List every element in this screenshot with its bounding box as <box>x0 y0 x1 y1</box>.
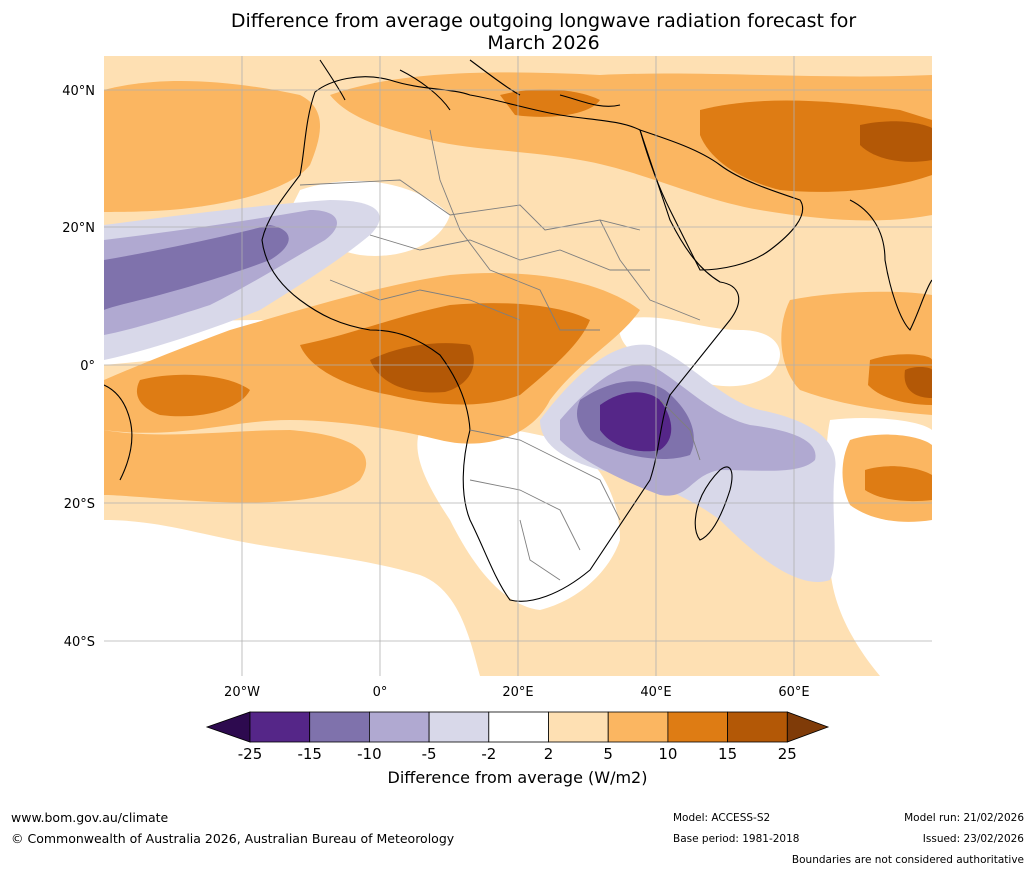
field-white-southern-africa <box>417 425 620 610</box>
lat-label-40s: 40°S <box>64 635 95 650</box>
country-boundaries <box>299 129 701 581</box>
longitude-labels: 20°W 0° 20°E 40°E 60°E <box>224 685 810 700</box>
colorbar: -25 -15 -10 -5 -2 2 5 10 15 25 <box>205 711 830 763</box>
field-5-10-south-atlantic <box>104 430 367 503</box>
colorbar-bin-neg2-2 <box>488 711 549 743</box>
footer-base-period: Base period: 1981-2018 <box>673 833 800 845</box>
colorbar-bin-2-5 <box>548 711 609 743</box>
colorbar-tick-25: 25 <box>778 745 797 763</box>
colorbar-tick-neg5: -5 <box>422 745 437 763</box>
field-15-25-arabian-sea <box>904 366 932 398</box>
colorbar-tick-neg25: -25 <box>238 745 263 763</box>
lon-label-60e: 60°E <box>778 685 809 700</box>
field-10-15-atlantic <box>136 374 250 417</box>
coastline-arabia <box>639 129 804 271</box>
title-line-2: March 2026 <box>487 32 600 54</box>
footer-model: Model: ACCESS-S2 <box>673 812 771 824</box>
field-neg15-neg25-tanzania <box>600 392 672 452</box>
anomaly-field <box>104 56 932 676</box>
coastline-south-america <box>104 384 133 481</box>
field-15-25-congo <box>370 343 474 393</box>
field-10-15-south-indian <box>865 466 932 502</box>
lon-label-0: 0° <box>373 685 388 700</box>
field-15-25-afghanistan <box>860 121 932 162</box>
field-white-atlantic-south <box>104 520 480 676</box>
footer-issued: Issued: 23/02/2026 <box>922 833 1024 845</box>
colorbar-tick-neg2: -2 <box>481 745 496 763</box>
lat-label-20n: 20°N <box>62 221 95 236</box>
colorbar-tick-2: 2 <box>544 745 554 763</box>
lat-label-20s: 20°S <box>64 497 95 512</box>
colorbar-bin-neg10-neg5 <box>368 711 430 743</box>
coastline-india <box>849 199 932 331</box>
colorbar-bin-10-15 <box>667 711 729 743</box>
footer-model-run: Model run: 21/02/2026 <box>904 812 1024 824</box>
colorbar-extend-high <box>786 711 830 743</box>
colorbar-bin-neg5-neg2 <box>428 711 490 743</box>
footer-website: www.bom.gov.au/climate <box>11 810 169 825</box>
latitude-labels: 40°N 20°N 0° 20°S 40°S <box>62 84 95 650</box>
field-10-15-turkey <box>500 89 600 117</box>
footer-copyright: © Commonwealth of Australia 2026, Austra… <box>11 831 455 846</box>
title-line-1: Difference from average outgoing longwav… <box>230 10 857 32</box>
colorbar-bin-15-25 <box>727 711 788 743</box>
colorbar-tick-neg15: -15 <box>297 745 322 763</box>
coastline-europe <box>319 59 621 111</box>
coastline-madagascar <box>694 466 733 541</box>
field-5-10-north-atlantic <box>104 80 320 212</box>
colorbar-extend-low <box>205 711 251 743</box>
lat-label-40n: 40°N <box>62 84 95 99</box>
coastline-africa <box>261 76 740 602</box>
colorbar-tick-neg10: -10 <box>357 745 382 763</box>
footer-disclaimer: Boundaries are not considered authoritat… <box>791 854 1024 866</box>
colorbar-bin-neg25-neg15 <box>249 711 311 743</box>
colorbar-tick-5: 5 <box>603 745 613 763</box>
colorbar-title: Difference from average (W/m2) <box>387 768 648 787</box>
lon-label-20e: 20°E <box>502 685 533 700</box>
colorbar-bin-neg15-neg10 <box>309 711 370 743</box>
lon-label-40e: 40°E <box>640 685 671 700</box>
colorbar-bin-5-10 <box>607 711 669 743</box>
colorbar-tick-15: 15 <box>718 745 737 763</box>
lat-label-0: 0° <box>80 359 95 374</box>
colorbar-tick-10: 10 <box>658 745 677 763</box>
lon-label-20w: 20°W <box>224 685 260 700</box>
map-title: Difference from average outgoing longwav… <box>0 10 1035 54</box>
graticule <box>104 56 932 676</box>
field-neg10-neg15-atlantic <box>104 225 289 310</box>
